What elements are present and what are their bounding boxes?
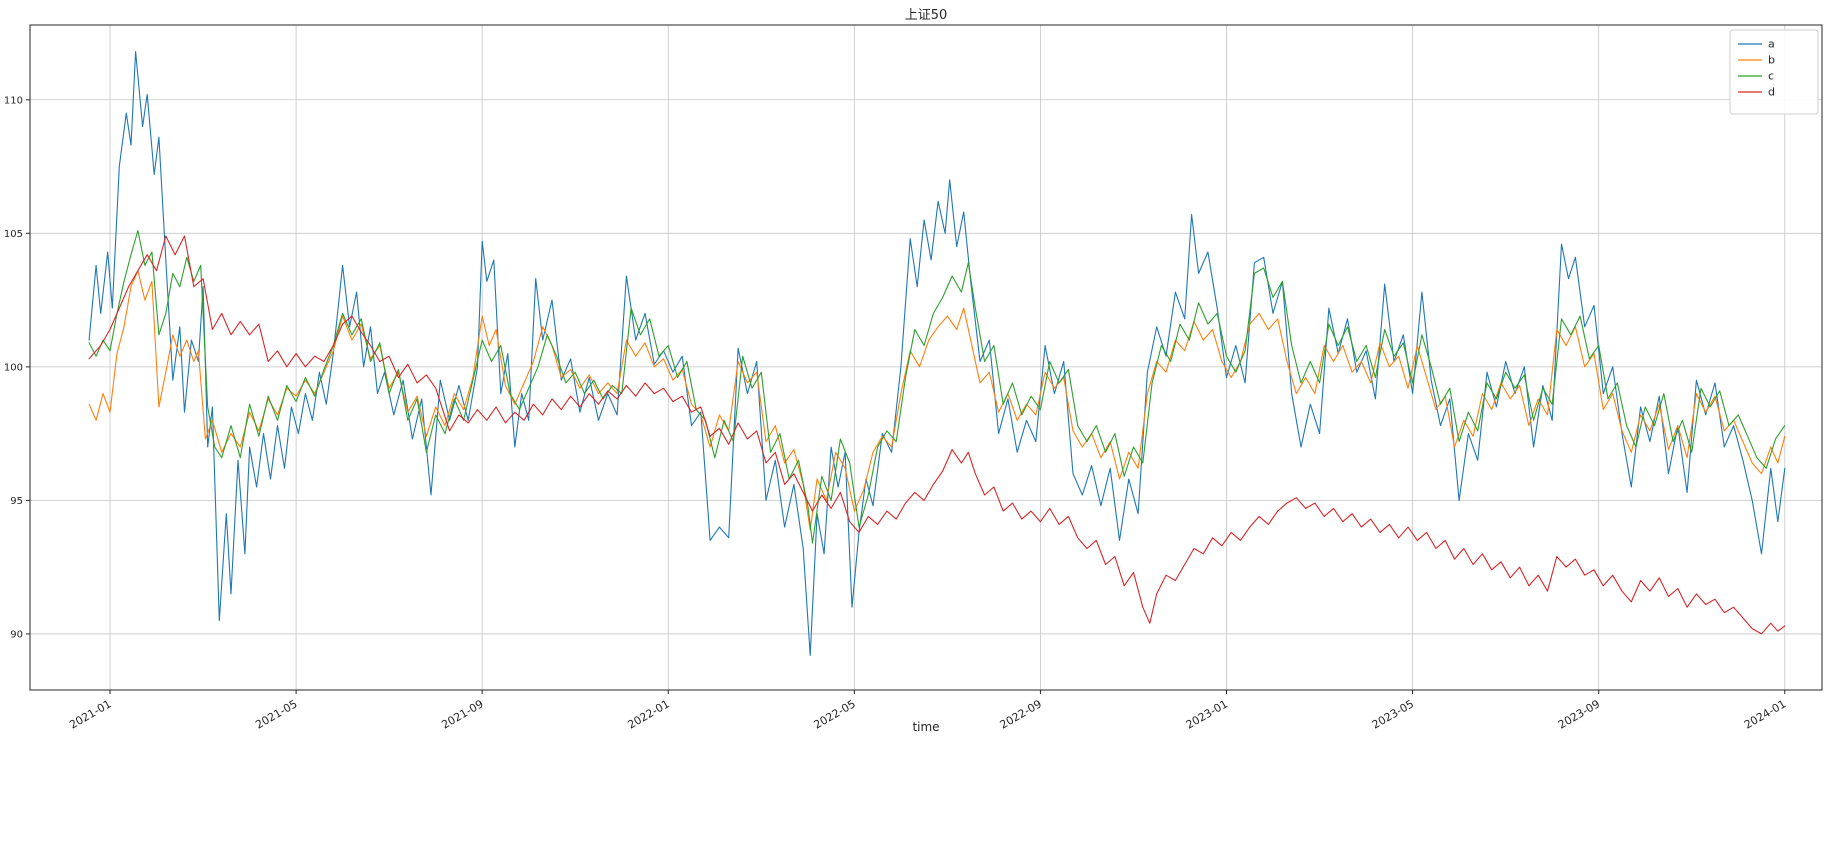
series-line-d [88, 235, 1786, 635]
y-tick-label: 90 [10, 629, 23, 640]
y-tick-label: 105 [4, 229, 23, 240]
y-tick-label: 110 [4, 95, 23, 106]
series-line-c [88, 230, 1786, 544]
series-line-b [88, 270, 1786, 531]
x-tick-label: 2024-01 [1742, 697, 1788, 731]
x-tick-label: 2023-05 [1370, 697, 1416, 731]
series-group [88, 51, 1786, 656]
x-tick-label: 2023-01 [1184, 697, 1230, 731]
x-tick-label: 2021-01 [67, 697, 113, 731]
legend-label: b [1768, 54, 1775, 67]
x-axis-label: time [912, 720, 940, 734]
x-tick-label: 2022-09 [998, 697, 1044, 731]
y-tick-label: 95 [10, 496, 23, 507]
legend-label: a [1768, 38, 1775, 51]
x-tick-label: 2023-09 [1556, 697, 1602, 731]
x-tick-label: 2021-09 [439, 697, 485, 731]
legend-box [1729, 29, 1819, 115]
x-tick-label: 2022-05 [812, 697, 858, 731]
x-tick-label: 2021-05 [253, 697, 299, 731]
x-tick-label: 2022-01 [625, 697, 671, 731]
axes-border [29, 24, 1823, 691]
legend-label: c [1768, 70, 1774, 83]
series-line-a [88, 51, 1786, 656]
legend-label: d [1768, 86, 1775, 99]
chart-title: 上证50 [904, 8, 948, 23]
y-tick-label: 100 [4, 362, 23, 373]
